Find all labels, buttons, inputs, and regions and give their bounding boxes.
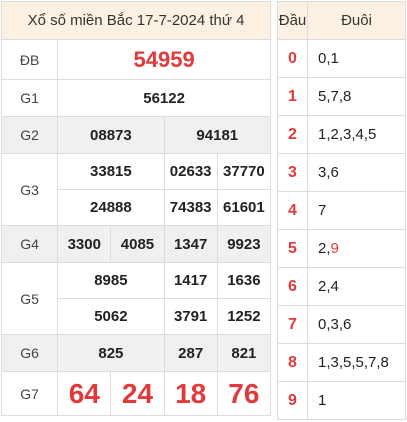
prize-label-g1: G1 [0,79,59,117]
loto-tail: 1 [307,381,406,420]
prize-label-g7: G7 [0,371,59,416]
prize-label-g4: G4 [0,225,59,263]
loto-tail-plain: 2, [318,240,331,257]
loto-tail: 1,2,3,4,5 [307,115,406,154]
loto-tail: 2,4 [307,267,406,306]
prize-g2-value: 08873 [57,116,165,154]
prize-g4-value: 4085 [110,225,165,263]
prize-g5-value: 1417 [163,262,218,299]
prize-g1-value: 56122 [57,79,271,117]
prize-g3-value: 24888 [57,189,165,226]
loto-tail-highlight: 9 [330,240,339,257]
prize-g4-value: 3300 [57,225,112,263]
prize-g5-value: 3791 [163,298,218,335]
loto-tail: 5,7,8 [307,77,406,116]
results-table: Xổ số miền Bắc 17-7-2024 thứ 4 ĐB 54959 … [0,1,272,416]
prize-g6-value: 825 [57,334,165,372]
loto-tail: 3,6 [307,153,406,192]
prize-g5-value: 1252 [216,298,272,335]
prize-label-g6: G6 [0,334,59,372]
prize-db-value: 54959 [57,39,271,80]
prize-g6-value: 821 [216,334,272,372]
prize-g3-value: 33815 [57,153,165,190]
loto-tail: 2,9 [307,229,406,268]
loto-head: 5 [277,229,308,268]
loto-head: 7 [277,305,308,344]
loto-tail: 0,3,6 [307,305,406,344]
prize-g2-value: 94181 [163,116,272,154]
loto-head: 8 [277,343,308,382]
loto-tail: 7 [307,191,406,230]
prize-label-g3: G3 [0,153,59,226]
prize-g3-value: 37770 [216,153,272,190]
prize-g7-value: 24 [110,371,165,416]
loto-tail: 0,1 [307,39,406,78]
prize-g5-value: 1636 [216,262,272,299]
prize-g6-value: 287 [163,334,218,372]
prize-g7-value: 76 [216,371,272,416]
head-column-header: Đầu [277,1,308,40]
loto-head: 0 [277,39,308,78]
loto-head: 4 [277,191,308,230]
prize-g3-value: 02633 [163,153,218,190]
prize-g5-value: 8985 [57,262,165,299]
loto-head: 9 [277,381,308,420]
loto-head: 2 [277,115,308,154]
loto-head: 6 [277,267,308,306]
prize-g7-value: 64 [57,371,112,416]
tail-column-header: Đuôi [307,1,406,40]
prize-g3-value: 61601 [216,189,272,226]
prize-label-db: ĐB [0,39,59,80]
loto-head: 3 [277,153,308,192]
prize-g5-value: 5062 [57,298,165,335]
prize-label-g2: G2 [0,116,59,154]
prize-g4-value: 9923 [216,225,272,263]
loto-tail: 1,3,5,5,7,8 [307,343,406,382]
page-title: Xổ số miền Bắc 17-7-2024 thứ 4 [1,1,271,40]
prize-label-g5: G5 [0,262,59,335]
prize-g7-value: 18 [163,371,218,416]
loto-head: 1 [277,77,308,116]
prize-g4-value: 1347 [163,225,218,263]
prize-g3-value: 74383 [163,189,218,226]
